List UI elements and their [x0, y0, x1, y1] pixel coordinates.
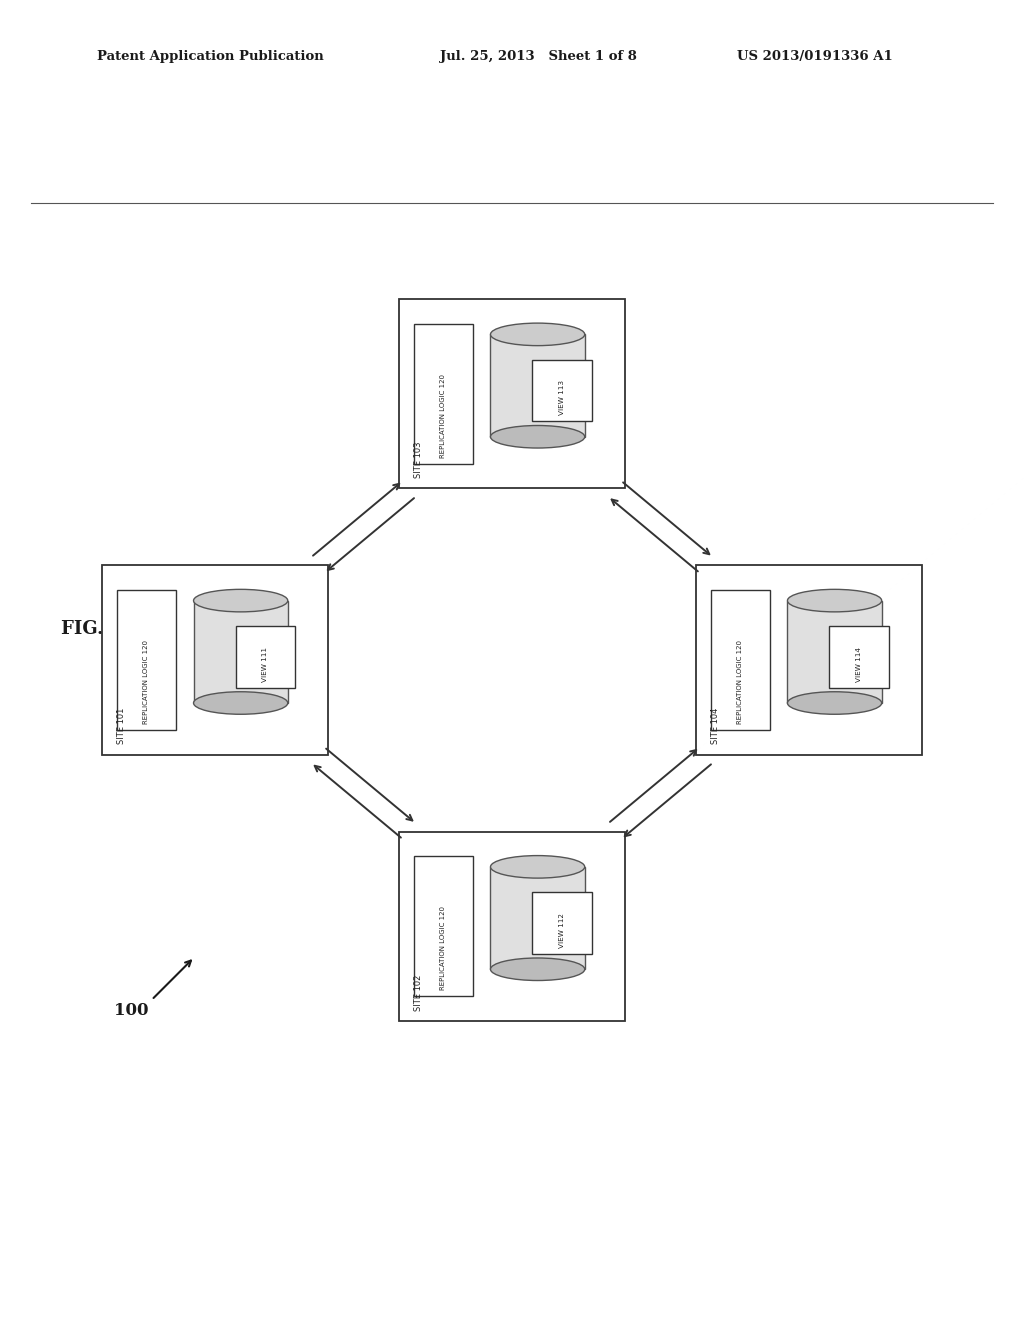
Bar: [117, 590, 176, 730]
Bar: [490, 867, 585, 969]
Bar: [787, 601, 882, 704]
Text: VIEW 113: VIEW 113: [559, 380, 565, 416]
Text: Patent Application Publication: Patent Application Publication: [97, 50, 324, 63]
Ellipse shape: [194, 692, 288, 714]
Text: FIG. 1: FIG. 1: [61, 620, 123, 639]
Text: 100: 100: [114, 1002, 148, 1019]
Text: US 2013/0191336 A1: US 2013/0191336 A1: [737, 50, 893, 63]
Bar: [490, 867, 585, 969]
Text: VIEW 111: VIEW 111: [262, 647, 268, 681]
Text: SITE 104: SITE 104: [711, 708, 720, 744]
Bar: [829, 626, 889, 688]
Ellipse shape: [787, 692, 882, 714]
Bar: [490, 334, 585, 437]
Bar: [414, 857, 473, 997]
Text: REPLICATION LOGIC 120: REPLICATION LOGIC 120: [737, 640, 743, 723]
Bar: [787, 601, 882, 704]
Text: SITE 101: SITE 101: [117, 708, 126, 744]
Ellipse shape: [490, 425, 585, 447]
Ellipse shape: [490, 855, 585, 878]
Bar: [399, 832, 625, 1020]
Text: REPLICATION LOGIC 120: REPLICATION LOGIC 120: [440, 374, 446, 458]
Bar: [711, 590, 770, 730]
Bar: [194, 601, 288, 704]
Ellipse shape: [787, 589, 882, 612]
Bar: [490, 334, 585, 437]
Text: REPLICATION LOGIC 120: REPLICATION LOGIC 120: [440, 907, 446, 990]
Ellipse shape: [490, 958, 585, 981]
Bar: [399, 300, 625, 488]
Ellipse shape: [194, 589, 288, 612]
Text: VIEW 112: VIEW 112: [559, 912, 565, 948]
Text: Jul. 25, 2013   Sheet 1 of 8: Jul. 25, 2013 Sheet 1 of 8: [440, 50, 637, 63]
Text: REPLICATION LOGIC 120: REPLICATION LOGIC 120: [143, 640, 150, 723]
Text: SITE 102: SITE 102: [414, 974, 423, 1011]
Bar: [194, 601, 288, 704]
Bar: [102, 565, 328, 755]
Bar: [532, 892, 592, 954]
Bar: [532, 360, 592, 421]
Bar: [696, 565, 922, 755]
Ellipse shape: [490, 323, 585, 346]
Text: SITE 103: SITE 103: [414, 442, 423, 478]
Bar: [236, 626, 295, 688]
Text: VIEW 114: VIEW 114: [856, 647, 862, 681]
Bar: [414, 323, 473, 463]
